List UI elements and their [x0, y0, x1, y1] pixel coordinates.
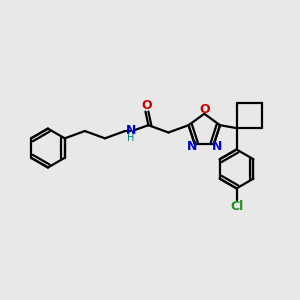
Text: N: N — [187, 140, 197, 153]
Text: O: O — [142, 99, 152, 112]
Text: O: O — [199, 103, 210, 116]
Text: H: H — [127, 133, 135, 143]
Text: N: N — [126, 124, 136, 136]
Text: N: N — [212, 140, 222, 153]
Text: Cl: Cl — [230, 200, 243, 213]
